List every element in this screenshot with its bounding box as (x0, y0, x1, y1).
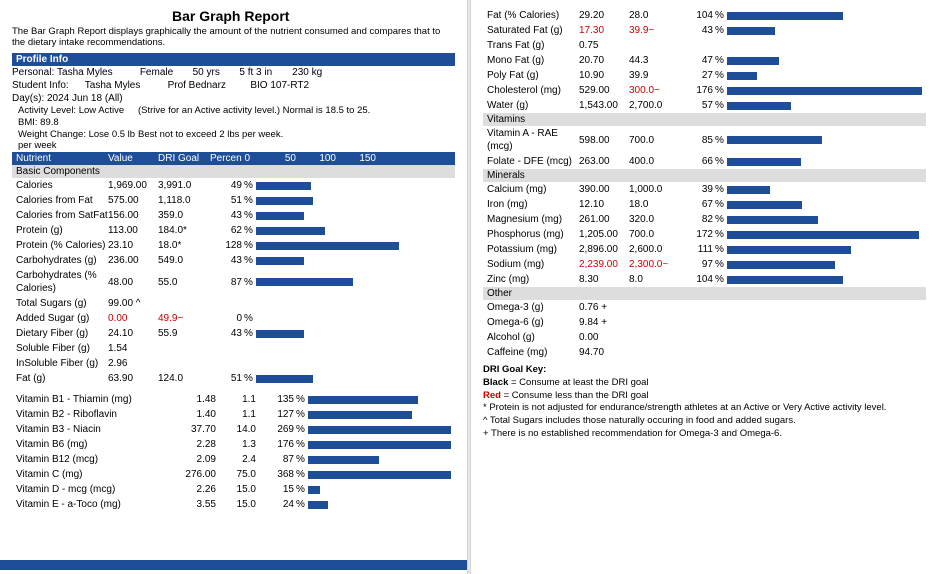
nutrient-row: Calcium (mg)390.001,000.039% (483, 182, 926, 197)
nutrient-row: Protein (g)113.00184.0*62% (12, 223, 455, 238)
page-right: Fat (% Calories)29.2028.0104%Saturated F… (471, 0, 938, 574)
group-header: Basic Components (12, 165, 455, 178)
vitamin-row: Vitamin E - a-Toco (mg)3.5515.024% (12, 497, 455, 512)
nutrient-row: Omega-3 (g)0.76 + (483, 300, 926, 315)
nutrient-row: Phosphorus (mg)1,205.00700.0172% (483, 227, 926, 242)
nutrient-row: Caffeine (mg)94.70 (483, 345, 926, 360)
nutrient-row: Calories from SatFat156.00359.043% (12, 208, 455, 223)
nutrient-row: Vitamin A - RAE (mcg)598.00700.085% (483, 126, 926, 154)
intro-text: The Bar Graph Report displays graphicall… (12, 26, 455, 49)
nutrient-rows-left: Basic ComponentsCalories1,969.003,991.04… (12, 165, 455, 386)
nutrient-row: Water (g)1,543.002,700.057% (483, 98, 926, 113)
nutrient-row: Trans Fat (g)0.75 (483, 38, 926, 53)
vitamin-row: Vitamin B2 - Riboflavin1.401.1127% (12, 407, 455, 422)
nutrient-row: Soluble Fiber (g)1.54 (12, 341, 455, 356)
nutrient-row: InSoluble Fiber (g)2.96 (12, 356, 455, 371)
nutrient-row: Cholesterol (mg)529.00300.0~176% (483, 83, 926, 98)
nutrient-row: Omega-6 (g)9.84 + (483, 315, 926, 330)
nutrient-row: Fat (g)63.90124.051% (12, 371, 455, 386)
nutrient-row: Magnesium (mg)261.00320.082% (483, 212, 926, 227)
vitamin-row: Vitamin B3 - Niacin37.7014.0269% (12, 422, 455, 437)
nutrient-row: Sodium (mg)2,239.002,300.0~97% (483, 257, 926, 272)
report-title: Bar Graph Report (12, 8, 455, 24)
vitamin-row: Vitamin C (mg)276.0075.0368% (12, 467, 455, 482)
nutrient-row: Zinc (mg)8.308.0104% (483, 272, 926, 287)
nutrient-row: Fat (% Calories)29.2028.0104% (483, 8, 926, 23)
nutrient-row: Potassium (mg)2,896.002,600.0111% (483, 242, 926, 257)
nutrient-row: Dietary Fiber (g)24.1055.943% (12, 326, 455, 341)
nutrient-row: Calories from Fat575.001,118.051% (12, 193, 455, 208)
page-footer-bar (0, 560, 467, 570)
sub-info: Activity Level: Low Active(Strive for an… (12, 105, 455, 153)
group-header: Minerals (483, 169, 926, 182)
nutrient-row: Carbohydrates (g)236.00549.043% (12, 253, 455, 268)
nutrient-row: Saturated Fat (g)17.3039.9~43% (483, 23, 926, 38)
nutrient-row: Calories1,969.003,991.049% (12, 178, 455, 193)
nutrient-groups-right: VitaminsVitamin A - RAE (mcg)598.00700.0… (483, 113, 926, 360)
group-header: Vitamins (483, 113, 926, 126)
nutrient-row: Total Sugars (g)99.00 ^ (12, 296, 455, 311)
vitamin-row: Vitamin D - mcg (mcg)2.2615.015% (12, 482, 455, 497)
nutrient-row: Folate - DFE (mcg)263.00400.066% (483, 154, 926, 169)
vitamin-row: Vitamin B12 (mcg)2.092.487% (12, 452, 455, 467)
group-header: Other (483, 287, 926, 300)
profile-header: Profile Info (12, 53, 455, 66)
nutrient-row: Alcohol (g)0.00 (483, 330, 926, 345)
nutrient-header: Nutrient Value DRI Goal Percen 0 50 100 … (12, 152, 455, 165)
dri-key: DRI Goal Key: Black = Consume at least t… (483, 364, 926, 441)
nutrient-row: Mono Fat (g)20.7044.347% (483, 53, 926, 68)
nutrient-row: Protein (% Calories)23.1018.0*128% (12, 238, 455, 253)
nutrient-rows-right-top: Fat (% Calories)29.2028.0104%Saturated F… (483, 8, 926, 113)
nutrient-row: Carbohydrates (% Calories)48.0055.087% (12, 268, 455, 296)
personal-line: Personal: Tasha Myles Female 50 yrs 5 ft… (12, 66, 455, 79)
nutrient-row: Poly Fat (g)10.9039.927% (483, 68, 926, 83)
vitamin-rows-left: Vitamin B1 - Thiamin (mg)1.481.1135%Vita… (12, 392, 455, 512)
vitamin-row: Vitamin B6 (mg)2.281.3176% (12, 437, 455, 452)
nutrient-row: Added Sugar (g)0.0049.9~0% (12, 311, 455, 326)
vitamin-row: Vitamin B1 - Thiamin (mg)1.481.1135% (12, 392, 455, 407)
page-left: Bar Graph Report The Bar Graph Report di… (0, 0, 467, 574)
student-line: Student Info: Tasha Myles Prof Bednarz B… (12, 79, 455, 92)
days-line: Day(s): 2024 Jun 18 (All) (12, 92, 455, 105)
nutrient-row: Iron (mg)12.1018.067% (483, 197, 926, 212)
